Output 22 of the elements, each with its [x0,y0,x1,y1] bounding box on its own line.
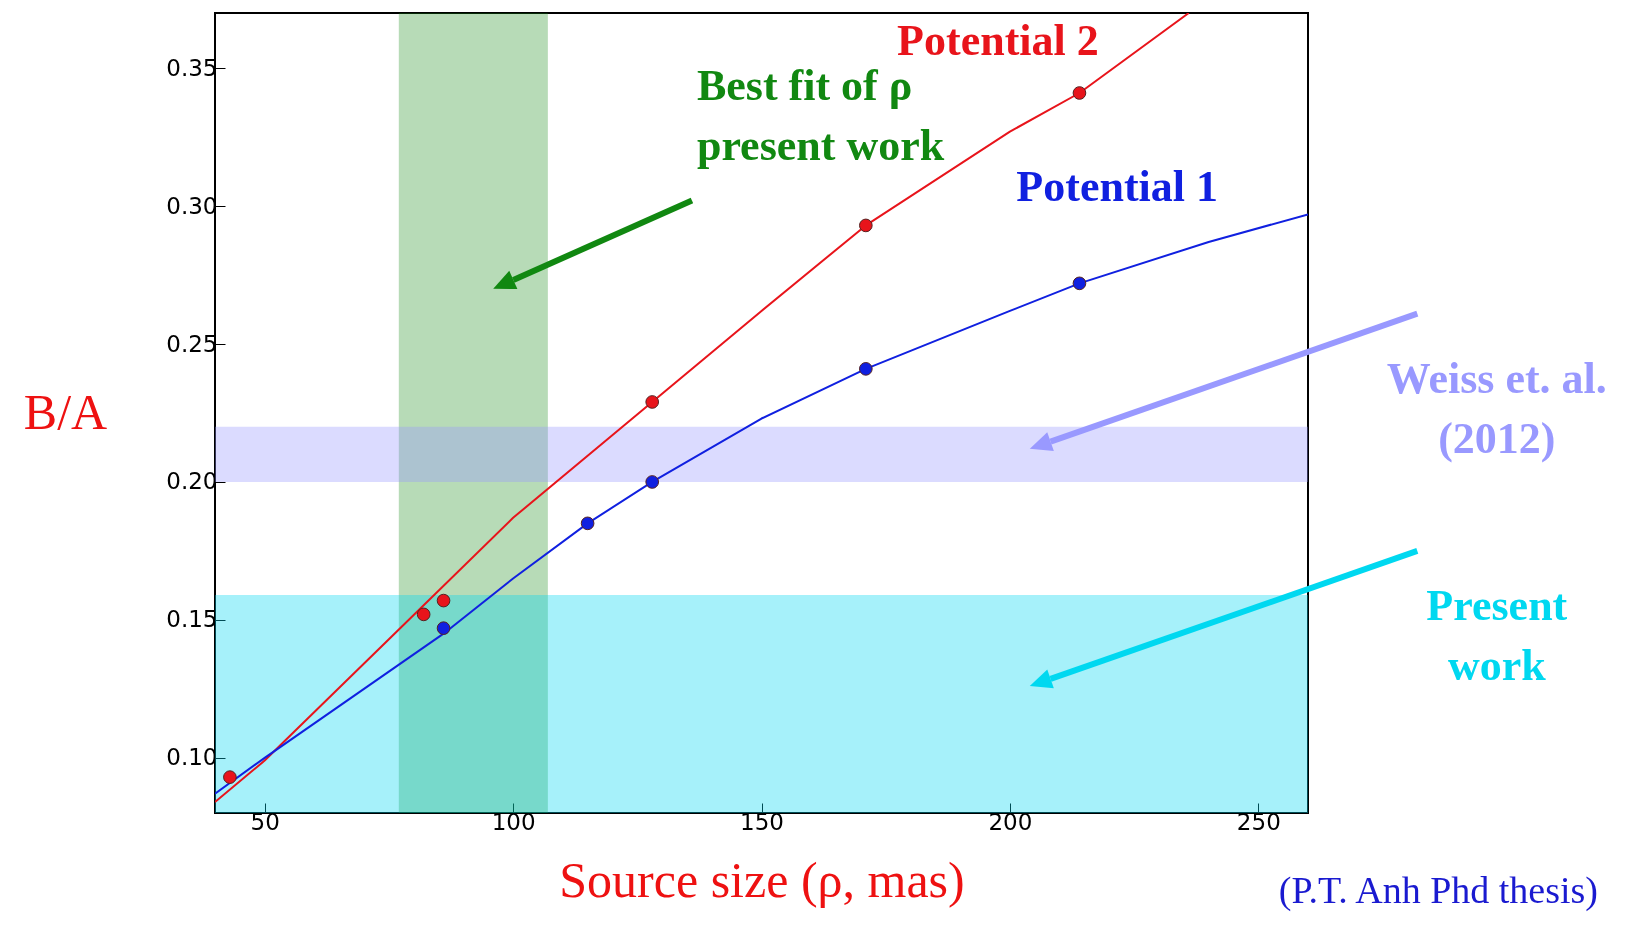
line-series [215,13,1190,803]
point [436,593,451,608]
point [416,607,431,622]
point [1072,276,1087,291]
band-label: Weiss et. al. (2012) [1386,353,1607,463]
y-axis-title: B/A [23,383,108,440]
point [859,362,873,376]
point [436,621,451,635]
point [859,218,873,233]
y-tick-label: 0.15 [166,606,218,633]
x-axis-title: Source size (ρ, mas) [559,851,965,908]
point [1072,86,1087,100]
text: (P.T. Anh Phd thesis) [1278,868,1598,912]
y-tick-label: 0.35 [166,54,218,81]
point [223,770,237,784]
point [580,516,595,531]
point [645,475,660,489]
series-label: Potential 1 [1016,162,1218,212]
band-label: Present work [1426,581,1568,691]
y-tick-label: 0.25 [166,330,218,357]
point [645,395,660,409]
line-series [215,213,1308,795]
